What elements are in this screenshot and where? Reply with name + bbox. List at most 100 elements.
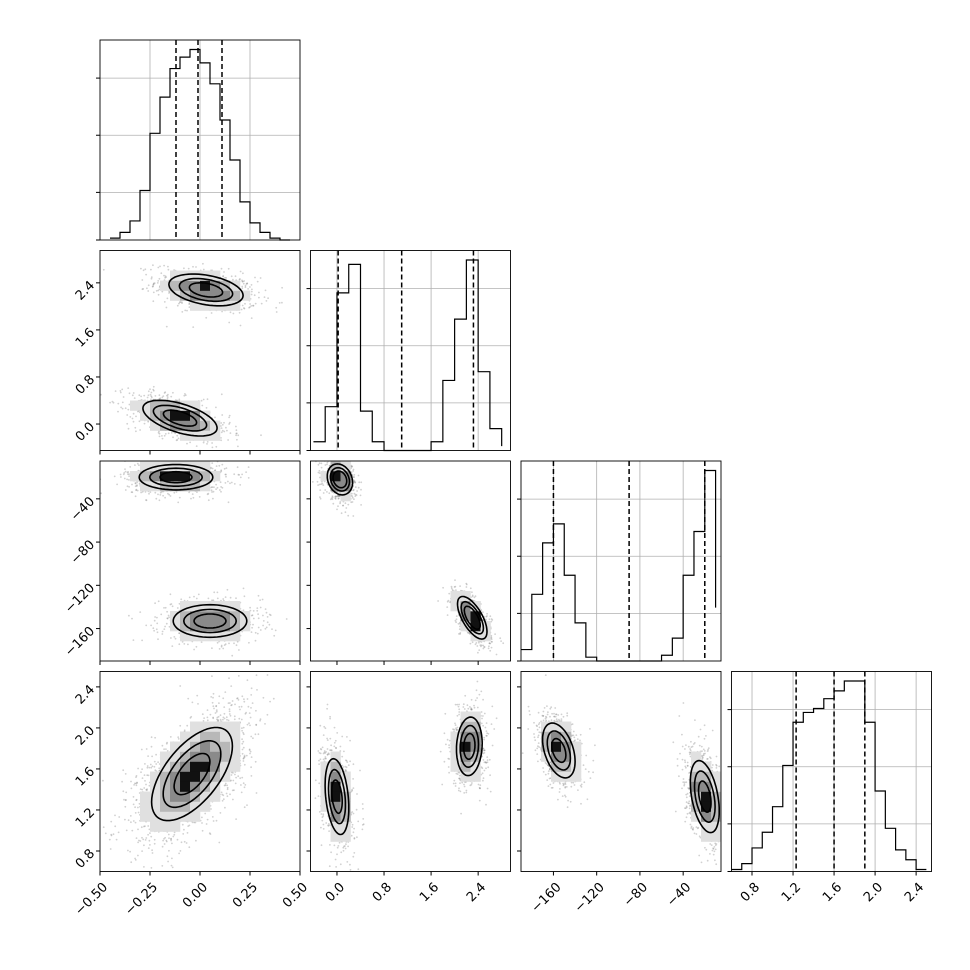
sample-point: [163, 392, 166, 394]
sample-point: [158, 432, 161, 435]
sample-point: [256, 609, 259, 612]
sample-point: [455, 589, 457, 591]
sample-point: [148, 784, 151, 787]
density-cell: [160, 461, 171, 472]
contour-line: [178, 277, 234, 303]
density-cell: [320, 471, 331, 482]
sample-point: [212, 497, 214, 500]
sample-point: [256, 280, 259, 283]
sample-point: [112, 401, 115, 404]
sample-point: [190, 453, 192, 455]
sample-point: [488, 618, 491, 621]
sample-point: [188, 303, 191, 305]
sample-point: [170, 395, 173, 398]
sample-point: [490, 640, 493, 643]
sample-point: [191, 493, 194, 495]
density-cell: [330, 461, 341, 472]
sample-point: [231, 654, 234, 657]
sample-point: [339, 501, 342, 503]
sample-point: [319, 476, 321, 479]
sample-point: [488, 642, 491, 645]
sample-point: [228, 423, 231, 425]
density-cell: [340, 461, 351, 472]
density-cell: [180, 430, 191, 441]
sample-point: [220, 645, 223, 648]
sample-point: [223, 644, 226, 646]
sample-point: [241, 304, 244, 307]
sample-point: [211, 486, 214, 488]
sample-point: [195, 839, 197, 842]
sample-point: [154, 395, 157, 397]
sample-point: [342, 504, 344, 507]
sample-point: [347, 503, 350, 506]
sample-point: [236, 438, 238, 441]
sample-point: [148, 839, 151, 842]
sample-point: [352, 468, 355, 471]
sample-point: [210, 696, 213, 698]
sample-point: [239, 476, 242, 479]
sample-point: [141, 279, 144, 281]
sample-point: [233, 483, 236, 485]
sample-point: [216, 486, 219, 489]
sample-point: [152, 282, 155, 285]
sample-point: [252, 623, 254, 626]
sample-point: [127, 387, 130, 389]
sample-point: [215, 705, 218, 708]
sample-point: [157, 293, 160, 296]
sample-point: [135, 430, 137, 433]
sample-point: [192, 326, 195, 328]
sample-point: [353, 474, 356, 476]
sample-point: [480, 645, 482, 648]
density-cell: [210, 430, 221, 441]
sample-point: [167, 268, 170, 271]
sample-point: [437, 600, 439, 602]
sample-point: [250, 305, 253, 307]
sample-point: [278, 302, 281, 304]
sample-point: [319, 496, 321, 498]
sample-point: [317, 471, 320, 474]
sample-point: [215, 406, 217, 409]
sample-point: [357, 486, 360, 489]
sample-point: [143, 774, 146, 776]
sample-point: [122, 473, 125, 476]
sample-point: [490, 636, 493, 639]
sample-point: [188, 306, 191, 308]
sample-point: [491, 641, 493, 643]
sample-point: [343, 459, 345, 461]
sample-point: [228, 677, 230, 680]
sample-point: [129, 416, 132, 418]
sample-point: [156, 631, 159, 634]
sample-point: [224, 276, 226, 279]
sample-point: [100, 492, 102, 495]
sample-point: [111, 400, 114, 403]
sample-point: [134, 464, 136, 466]
sample-point: [140, 395, 143, 398]
sample-point: [250, 293, 253, 296]
sample-point: [150, 276, 153, 278]
sample-point: [239, 278, 241, 280]
sample-point: [186, 442, 188, 445]
sample-point: [207, 499, 210, 502]
sample-point: [147, 290, 150, 292]
sample-point: [214, 712, 217, 714]
contour-line: [193, 613, 227, 629]
sample-point: [146, 455, 148, 457]
panel-frame: [731, 671, 932, 872]
panel-frame: [310, 250, 511, 451]
sample-point: [338, 459, 340, 461]
density-cell: [160, 471, 171, 482]
sample-point: [259, 277, 262, 279]
sample-point: [257, 594, 260, 597]
sample-point: [215, 445, 218, 448]
sample-point: [143, 394, 146, 397]
sample-point: [189, 441, 192, 444]
pair-content: [311, 459, 505, 656]
panel-frame: [99, 460, 301, 662]
sample-point: [352, 489, 355, 492]
sample-point: [228, 416, 231, 419]
sample-point: [326, 461, 329, 464]
sample-point: [163, 843, 166, 845]
sample-point: [177, 501, 180, 504]
density-cell: [230, 300, 241, 311]
sample-point: [285, 618, 288, 620]
